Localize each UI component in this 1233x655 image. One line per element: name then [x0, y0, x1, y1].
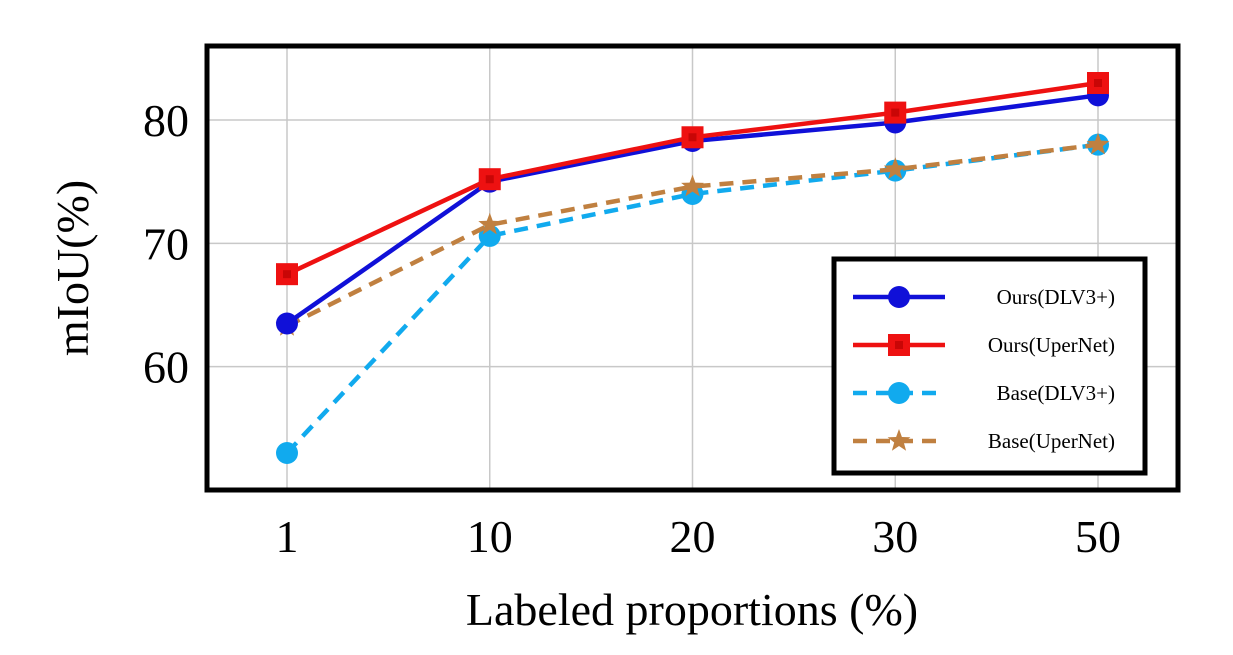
legend-entry-ours-dlv3: Ours(DLV3+): [853, 285, 1115, 309]
data-point-ours-upernet-center: [1094, 79, 1102, 87]
x-tick-label: 30: [872, 511, 918, 562]
data-point-ours-upernet-center: [283, 270, 291, 279]
series-layer: [275, 72, 1110, 464]
legend-label: Ours(DLV3+): [997, 285, 1115, 309]
legend-entry-ours-upernet: Ours(UperNet): [853, 333, 1115, 357]
legend-entry-base-upernet: Base(UperNet): [853, 429, 1115, 453]
y-tick-label: 80: [143, 95, 189, 146]
tick-labels: 1 10 20 30 50 60 70 80: [143, 95, 1121, 562]
y-tick-label: 70: [143, 218, 189, 269]
y-axis-label: mIoU(%): [47, 180, 98, 356]
x-axis-label: Labeled proportions (%): [466, 584, 918, 635]
data-point-base-upernet: [681, 174, 704, 197]
y-tick-label: 60: [143, 342, 189, 393]
x-tick-label: 50: [1075, 511, 1121, 562]
x-tick-label: 10: [467, 511, 513, 562]
series-line-base-upernet: [285, 142, 1099, 329]
x-tick-label: 1: [276, 511, 299, 562]
data-point-base-dlv3: [276, 442, 298, 464]
x-tick-label: 20: [670, 511, 716, 562]
legend: Ours(DLV3+) Ours(UperNet) Base(DLV3+) Base(…: [831, 256, 1148, 476]
legend-label: Ours(UperNet): [988, 333, 1115, 357]
legend-marker: [888, 382, 910, 404]
legend-label: Base(DLV3+): [997, 381, 1115, 405]
data-point-base-upernet: [883, 157, 907, 179]
legend-marker-center: [895, 341, 903, 349]
legend-entry-base-dlv3: Base(DLV3+): [853, 381, 1115, 405]
legend-label: Base(UperNet): [988, 429, 1115, 453]
data-point-ours-upernet-center: [485, 175, 494, 184]
data-point-base-upernet: [478, 212, 502, 235]
data-point-ours-upernet-center: [688, 133, 697, 142]
legend-box: [831, 256, 1148, 476]
plot-frame: [204, 43, 1181, 493]
data-point-ours-dlv3: [276, 312, 298, 335]
data-point-ours-upernet-center: [891, 108, 900, 117]
series-ours-upernet: [276, 72, 1109, 286]
legend-marker: [888, 286, 910, 308]
legend-marker: [887, 429, 911, 451]
data-point-base-upernet: [1086, 132, 1110, 155]
